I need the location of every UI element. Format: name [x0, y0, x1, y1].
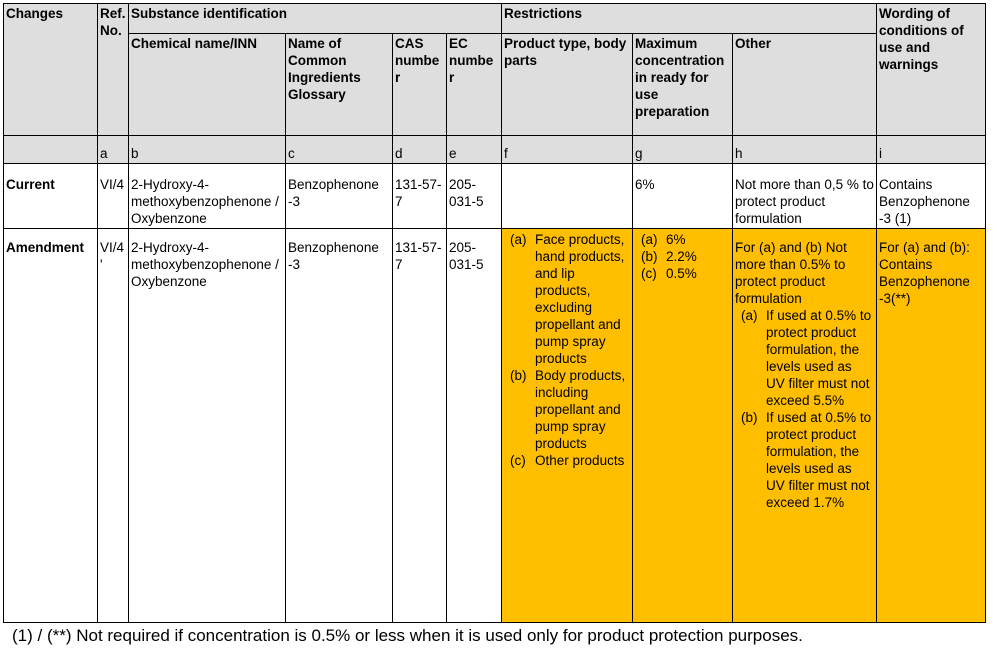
current-cas: 131-57-7	[392, 163, 447, 229]
list-item: (a) If used at 0.5% to protect product fo…	[741, 308, 872, 408]
list-item: (c) 0.5%	[641, 266, 697, 281]
table-row-current: Current VI/4 2-Hydroxy-4-methoxybenzophe…	[3, 163, 987, 229]
header-cas: CAS numbe r	[392, 33, 447, 136]
header-ref-no: Ref. No.	[97, 3, 129, 136]
list-item: (b) 2.2%	[641, 249, 697, 264]
row-label-amendment: Amendment	[3, 228, 98, 623]
row-label-current: Current	[3, 163, 98, 229]
current-ec: 205-031-5	[445, 163, 503, 229]
current-product-type	[501, 163, 634, 229]
list-item: (c) Other products	[510, 453, 625, 468]
column-letter: c	[285, 135, 393, 164]
current-ref: VI/4	[97, 163, 129, 229]
table-row-amendment: Amendment VI/4 ' 2-Hydroxy-4-methoxybenz…	[3, 228, 987, 623]
ingredient-table: Changes Ref. No. Substance identificatio…	[3, 3, 987, 623]
header-letters-spacer	[3, 135, 98, 164]
amendment-ref: VI/4 '	[97, 228, 129, 623]
header-ec: EC numbe r	[445, 33, 503, 136]
column-letter: b	[128, 135, 286, 164]
current-wording: Contains Benzophenone -3 (1)	[876, 163, 987, 229]
column-letter: i	[876, 135, 987, 164]
amendment-product-types: (a) Face products, hand products, and lip…	[501, 228, 634, 623]
amendment-max-concentrations: (a) 6% (b) 2.2% (c) 0.5%	[632, 228, 734, 623]
amendment-other-intro: For (a) and (b) Not more than 0.5% to pr…	[735, 240, 847, 306]
header-product-type: Product type, body parts	[501, 33, 634, 136]
column-letter: e	[445, 135, 503, 164]
amendment-common-name: Benzophenone -3	[285, 228, 393, 623]
header-chemical-name: Chemical name/INN	[128, 33, 286, 136]
list-item: (a) Face products, hand products, and lip…	[510, 232, 625, 366]
header-restrictions: Restrictions	[501, 3, 878, 34]
header-max-concentration: Maximum concentration in ready for use p…	[632, 33, 734, 136]
column-letter: f	[501, 135, 634, 164]
header-changes: Changes	[3, 3, 98, 136]
column-letter: h	[732, 135, 878, 164]
amendment-wording: For (a) and (b): Contains Benzophenone -…	[876, 228, 987, 623]
current-max-concentration: 6%	[632, 163, 734, 229]
column-letter: d	[392, 135, 447, 164]
column-letter: a	[97, 135, 129, 164]
current-common-name: Benzophenone -3	[285, 163, 393, 229]
header-substance-identification: Substance identification	[127, 3, 503, 34]
list-item: (b) If used at 0.5% to protect product fo…	[741, 410, 872, 510]
header-other: Other	[732, 33, 878, 136]
column-letter: g	[632, 135, 734, 164]
current-chemical: 2-Hydroxy-4-methoxybenzophenone / Oxyben…	[128, 163, 286, 229]
amendment-other: For (a) and (b) Not more than 0.5% to pr…	[732, 228, 878, 623]
header-common-name: Name of Common Ingredients Glossary	[285, 33, 393, 136]
amendment-chemical: 2-Hydroxy-4-methoxybenzophenone / Oxyben…	[128, 228, 286, 623]
list-item: (b) Body products, including propellant a…	[510, 368, 626, 451]
header-wording: Wording of conditions of use and warning…	[876, 3, 987, 136]
current-other: Not more than 0,5 % to protect product f…	[732, 163, 878, 229]
amendment-cas: 131-57-7	[392, 228, 447, 623]
footnote: (1) / (**) Not required if concentration…	[12, 626, 803, 645]
amendment-ec: 205-031-5	[445, 228, 503, 623]
list-item: (a) 6%	[641, 232, 686, 247]
